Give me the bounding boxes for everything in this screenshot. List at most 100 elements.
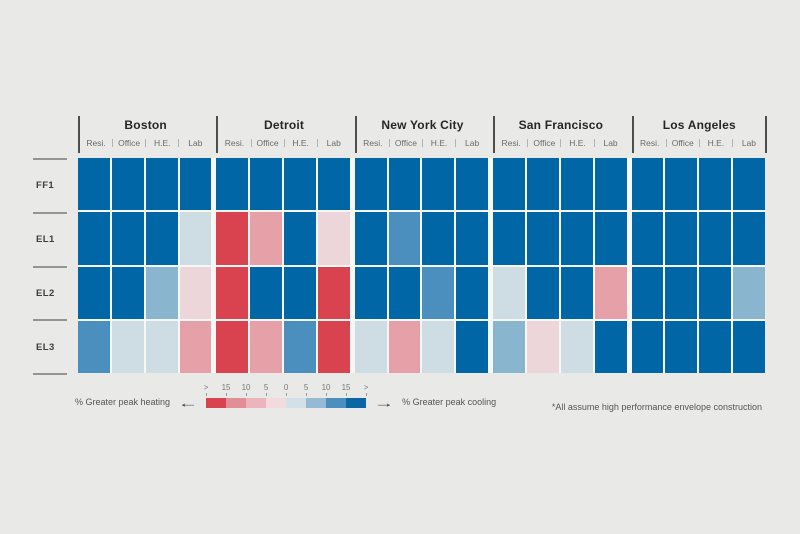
heatmap-cell (317, 266, 350, 319)
column-group-header: Detroit Resi. Office H.E. Lab (216, 116, 349, 153)
heatmap-cell (422, 266, 455, 319)
column-group-header: New York City Resi. Office H.E. Lab (354, 116, 488, 153)
heatmap-row (78, 320, 765, 373)
cell-group (216, 266, 350, 319)
cell-group (216, 320, 350, 373)
building-type-label: Lab (603, 137, 618, 148)
legend-tick-label: 5 (263, 383, 269, 392)
heatmap-cell (699, 212, 732, 265)
cell-group (354, 212, 489, 265)
building-type-label: Office (533, 137, 556, 148)
sublabel-separator (388, 138, 390, 147)
heatmap-cell (527, 266, 559, 319)
legend-color-segment (286, 398, 307, 408)
column-groups: Boston Resi. Office H.E. Lab Detroit Resi. Offi… (78, 116, 767, 153)
city-label: Los Angeles (662, 118, 736, 132)
column-group-header: Boston Resi. Office H.E. Lab (78, 116, 211, 153)
heatmap-cell (422, 158, 455, 211)
sublabel-separator (731, 138, 733, 147)
heatmap-cell (250, 212, 283, 265)
heatmap-cell (284, 266, 316, 319)
legend-tick-label: 10 (241, 383, 251, 392)
heatmap-cell (560, 266, 593, 319)
legend-colorbar: >15 10 5 0 5 10 15 > (204, 383, 368, 408)
cell-group (493, 266, 627, 319)
legend-tick: 10 (316, 383, 336, 396)
cell-group (78, 212, 212, 265)
city-label: Detroit (264, 118, 305, 132)
legend-tick-mark (285, 393, 287, 396)
legend-tick: > (196, 383, 216, 396)
row-label-item: EL1 (33, 211, 67, 266)
heatmap-cell (594, 212, 627, 265)
heatmap-cell (733, 266, 765, 319)
cell-group (78, 158, 212, 211)
heatmap-cell (456, 266, 489, 319)
heatmap-cell (388, 266, 421, 319)
building-type-label: H.E. (292, 137, 309, 148)
heatmap-cell (179, 212, 212, 265)
sublabel-separator (455, 138, 457, 147)
heatmap-cell (78, 266, 110, 319)
heatmap-cell (145, 212, 178, 265)
sublabel-separator (421, 138, 423, 147)
sublabel-separator (698, 138, 700, 147)
building-type-label: Resi. (501, 137, 521, 148)
legend-tick: 10 (236, 383, 256, 396)
legend-tick-label: > (203, 383, 209, 392)
group-separator-bar (765, 116, 767, 153)
legend-color-segment (206, 398, 227, 408)
building-type-label: Office (671, 137, 694, 148)
heatmap-cell (388, 320, 421, 373)
heatmap-grid (78, 158, 765, 373)
heatmap-cell (560, 212, 593, 265)
row-label: EL2 (36, 287, 55, 299)
heatmap-cell (250, 158, 283, 211)
legend-cooling-label: % Greater peak cooling (402, 397, 497, 407)
heatmap-cell (456, 212, 489, 265)
legend-tick-mark (345, 393, 347, 396)
sublabel-separator (283, 138, 285, 147)
building-type-label: Resi. (363, 137, 383, 148)
sublabel-separator (560, 138, 562, 147)
heatmap-cell (594, 266, 627, 319)
heatmap-cell (354, 212, 387, 265)
sublabel-separator (316, 138, 318, 147)
footnote: *All assume high performance envelope co… (551, 402, 762, 412)
legend-tick-mark (265, 393, 267, 396)
heatmap-cell (145, 158, 178, 211)
cell-group (493, 212, 627, 265)
heatmap-cell (699, 158, 732, 211)
heatmap-cell (354, 158, 387, 211)
heatmap-cell (250, 266, 283, 319)
heatmap-cell (317, 212, 350, 265)
heatmap-cell (111, 158, 144, 211)
heatmap-cell (388, 158, 421, 211)
heatmap-cell (216, 266, 249, 319)
heatmap-cell (422, 320, 455, 373)
heatmap-cell (527, 212, 559, 265)
building-type-label: Lab (326, 137, 341, 148)
cell-group (631, 320, 765, 373)
legend-tick: 5 (296, 383, 316, 396)
heatmap-cell (317, 158, 350, 211)
legend-color-segment (266, 398, 287, 408)
column-group-header: Los Angeles Resi. Office H.E. Lab (631, 116, 765, 153)
legend-tick: 15 (216, 383, 236, 396)
building-type-label: Resi. (639, 137, 660, 148)
heatmap-cell (493, 320, 526, 373)
legend-tick-mark (245, 393, 247, 396)
heatmap-cell (527, 158, 559, 211)
legend-tick-mark (225, 393, 227, 396)
heatmap-cell (284, 212, 316, 265)
sublabel-separator (112, 138, 114, 147)
heatmap-cell (493, 212, 526, 265)
legend-tick-mark (305, 393, 307, 396)
sublabel-separator (178, 138, 180, 147)
heatmap-cell (216, 158, 249, 211)
heatmap-cell (665, 212, 698, 265)
heatmap-cell (111, 212, 144, 265)
city-label: New York City (381, 118, 464, 132)
cell-group (631, 212, 765, 265)
